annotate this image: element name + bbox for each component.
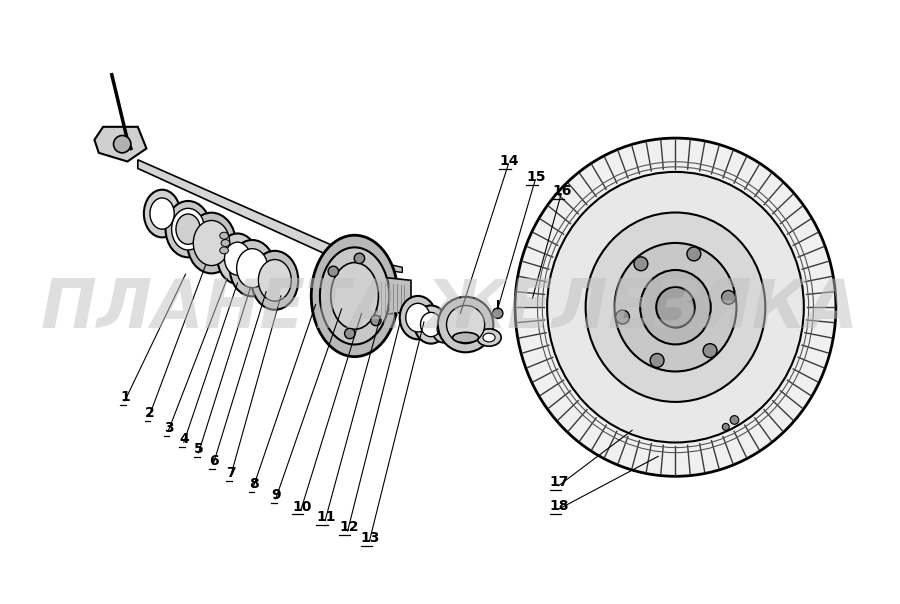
Text: 2: 2 (145, 406, 155, 420)
Ellipse shape (311, 235, 398, 356)
Text: 7: 7 (226, 466, 236, 480)
Text: 13: 13 (361, 531, 380, 545)
Polygon shape (355, 274, 411, 318)
Ellipse shape (420, 312, 441, 336)
Ellipse shape (230, 240, 274, 297)
Text: 16: 16 (553, 184, 572, 198)
Ellipse shape (220, 232, 229, 239)
Ellipse shape (320, 248, 390, 344)
Ellipse shape (150, 198, 175, 229)
Ellipse shape (656, 287, 695, 327)
Ellipse shape (547, 172, 804, 443)
Circle shape (438, 297, 493, 352)
Text: 9: 9 (272, 488, 281, 503)
Ellipse shape (251, 251, 298, 310)
Circle shape (723, 423, 729, 430)
Circle shape (634, 257, 648, 271)
Ellipse shape (194, 220, 230, 266)
Text: 6: 6 (209, 454, 219, 467)
Circle shape (355, 253, 365, 263)
Text: 12: 12 (339, 521, 358, 535)
Circle shape (113, 135, 130, 153)
Text: 18: 18 (550, 499, 569, 513)
Polygon shape (138, 160, 355, 268)
Polygon shape (355, 257, 402, 272)
Ellipse shape (406, 303, 430, 332)
Text: 10: 10 (292, 500, 311, 513)
Text: 1: 1 (121, 390, 130, 404)
Text: 3: 3 (164, 420, 174, 435)
Ellipse shape (144, 190, 180, 237)
Ellipse shape (172, 208, 204, 250)
Text: 11: 11 (317, 510, 336, 524)
Text: ПЛАНЕТА ЖЕЛЕЗЯКА: ПЛАНЕТА ЖЕЛЕЗЯКА (41, 276, 859, 342)
Text: 5: 5 (194, 442, 204, 457)
Circle shape (722, 291, 735, 304)
Ellipse shape (615, 243, 736, 371)
Ellipse shape (586, 213, 765, 402)
Ellipse shape (437, 321, 451, 336)
Circle shape (687, 247, 701, 261)
Ellipse shape (414, 306, 447, 344)
Ellipse shape (187, 213, 236, 274)
Text: 4: 4 (179, 432, 189, 446)
Circle shape (703, 344, 717, 358)
Ellipse shape (477, 329, 501, 346)
Ellipse shape (166, 201, 211, 257)
Circle shape (730, 416, 739, 424)
Ellipse shape (640, 270, 711, 344)
Circle shape (345, 329, 355, 339)
Circle shape (328, 266, 338, 277)
Ellipse shape (224, 242, 250, 275)
Ellipse shape (446, 324, 463, 344)
Ellipse shape (515, 138, 836, 477)
Circle shape (371, 315, 381, 326)
Ellipse shape (176, 214, 200, 245)
Text: 17: 17 (550, 475, 569, 489)
Ellipse shape (432, 315, 456, 342)
Ellipse shape (220, 247, 229, 254)
Circle shape (616, 310, 629, 324)
Ellipse shape (237, 249, 268, 288)
Text: 8: 8 (248, 477, 258, 491)
Circle shape (446, 306, 485, 344)
Polygon shape (94, 127, 147, 161)
Ellipse shape (453, 332, 479, 342)
Circle shape (650, 353, 664, 367)
Ellipse shape (400, 296, 436, 339)
Ellipse shape (221, 240, 230, 246)
Text: 14: 14 (500, 155, 519, 169)
Ellipse shape (331, 263, 379, 329)
Ellipse shape (483, 333, 495, 342)
Ellipse shape (258, 260, 292, 301)
Text: 15: 15 (526, 170, 545, 184)
Circle shape (492, 308, 503, 318)
Ellipse shape (218, 234, 257, 284)
